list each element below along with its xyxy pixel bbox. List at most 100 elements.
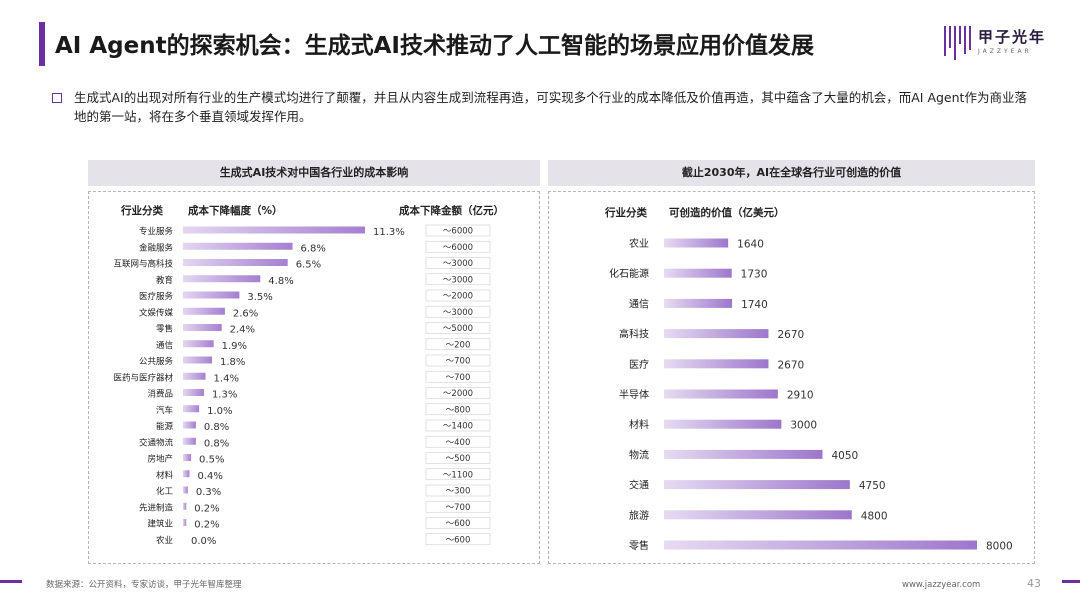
amount-label: ～200 [446, 340, 471, 350]
category-label: 能源 [156, 421, 174, 432]
right-chart-panel: 行业分类 可创造的价值（亿美元） 农业 1640 化石能源 1730 通信 1740 高科技 26… [548, 191, 1035, 564]
website-url: www.jazzyear.com [902, 580, 981, 590]
bar [183, 421, 196, 429]
amount-box [425, 517, 491, 529]
amount-header: 成本下降金额（亿元） [399, 204, 504, 217]
category-label: 交通物流 [139, 437, 174, 448]
value-label: 0.8% [204, 422, 229, 433]
amount-box [425, 257, 491, 269]
amount-label: ～1100 [443, 470, 473, 480]
amount-label: ～600 [446, 519, 471, 529]
bar [183, 307, 225, 315]
category-label: 互联网与高科技 [113, 259, 173, 270]
amount-box [425, 419, 491, 432]
amount-label: ～3000 [443, 275, 473, 285]
value-label: 6.5% [296, 260, 321, 271]
bar [183, 486, 188, 494]
value-label: 0.4% [197, 471, 222, 482]
category-header: 行业分类 [604, 206, 647, 219]
amount-label: ～600 [446, 535, 471, 545]
value-header: 成本下降幅度（%） [188, 204, 283, 217]
value-label: 0.3% [196, 487, 221, 498]
category-label: 旅游 [629, 509, 649, 522]
category-label: 材料 [629, 418, 649, 431]
bullet-square-icon [52, 93, 62, 103]
amount-box [425, 403, 491, 416]
category-label: 金融服务 [139, 242, 174, 253]
bar [183, 324, 222, 331]
value-label: 3000 [790, 420, 817, 432]
bar [183, 519, 187, 526]
left-chart-panel: 行业分类 成本下降幅度（%） 成本下降金额（亿元） 专业服务 11.3% ～6000 金融服… [88, 191, 540, 564]
category-label: 材料 [156, 470, 174, 481]
bar [664, 480, 850, 490]
category-label: 物流 [629, 448, 649, 461]
amount-box [425, 370, 491, 383]
value-label: 11.3% [373, 227, 405, 238]
logo-mark-icon [944, 26, 971, 60]
amount-label: ～700 [446, 373, 471, 383]
value-label: 1740 [741, 299, 768, 311]
amount-box [425, 468, 491, 481]
bar [183, 405, 200, 413]
amount-box [425, 289, 491, 302]
value-label: 3.5% [247, 292, 272, 303]
amount-label: ～700 [446, 503, 471, 513]
value-label: 1640 [737, 239, 764, 251]
category-label: 交通 [629, 479, 649, 492]
value-label: 4050 [831, 450, 858, 462]
value-label: 6.8% [301, 243, 326, 254]
value-label: 0.8% [204, 438, 229, 449]
category-label: 教育 [156, 275, 173, 286]
category-label: 房地产 [147, 454, 173, 465]
bar [664, 449, 823, 459]
value-label: 1.8% [220, 357, 245, 368]
bar [664, 419, 782, 429]
bar [183, 226, 365, 234]
value-label: 0.2% [194, 520, 219, 531]
value-label: 2670 [777, 329, 804, 341]
amount-box [425, 338, 491, 351]
amount-label: ～300 [446, 487, 471, 497]
value-label: 4.8% [268, 276, 293, 287]
value-label: 0.0% [191, 536, 216, 547]
bar [183, 340, 214, 348]
bar [183, 470, 190, 478]
category-label: 通信 [156, 340, 174, 351]
bar [664, 238, 729, 248]
value-creation-chart: 行业分类 可创造的价值（亿美元） 农业 1640 化石能源 1730 通信 1740 高科技 26… [604, 206, 1013, 553]
category-label: 医疗服务 [139, 291, 174, 302]
amount-box [425, 533, 491, 546]
category-label: 专业服务 [139, 226, 174, 237]
amount-label: ～5000 [443, 324, 473, 334]
bar [664, 359, 769, 369]
value-label: 0.5% [199, 455, 224, 466]
amount-box [425, 387, 491, 399]
page-number: 43 [1027, 577, 1041, 590]
value-label: 2.6% [233, 308, 258, 319]
bar [664, 540, 977, 550]
amount-label: ～2000 [443, 292, 473, 302]
bar [183, 389, 204, 396]
category-label: 医药与医疗器材 [113, 372, 173, 383]
category-label: 建筑业 [147, 519, 173, 530]
value-label: 2910 [787, 390, 814, 402]
value-label: 8000 [986, 541, 1013, 553]
category-label: 通信 [629, 298, 649, 310]
amount-label: ～800 [446, 405, 471, 415]
right-chart-title: 截止2030年，AI在全球各行业可创造的价值 [548, 160, 1035, 186]
category-label: 先进制造 [139, 502, 174, 513]
logo-subtext: JAZZYEAR [978, 48, 1032, 55]
category-label: 化石能源 [609, 267, 649, 280]
bar [183, 356, 212, 364]
amount-label: ～3000 [443, 259, 473, 269]
category-label: 消费品 [147, 389, 173, 400]
amount-box [425, 305, 491, 318]
amount-label: ～400 [446, 438, 471, 448]
value-header: 可创造的价值（亿美元） [669, 206, 785, 219]
bar [183, 437, 196, 445]
category-label: 零售 [629, 539, 649, 552]
value-label: 1.4% [214, 373, 239, 384]
intro-text: 生成式AI的出现对所有行业的生产模式均进行了颠覆，并且从内容生成到流程再造，可实… [74, 90, 1027, 124]
amount-label: ～6000 [443, 243, 473, 253]
